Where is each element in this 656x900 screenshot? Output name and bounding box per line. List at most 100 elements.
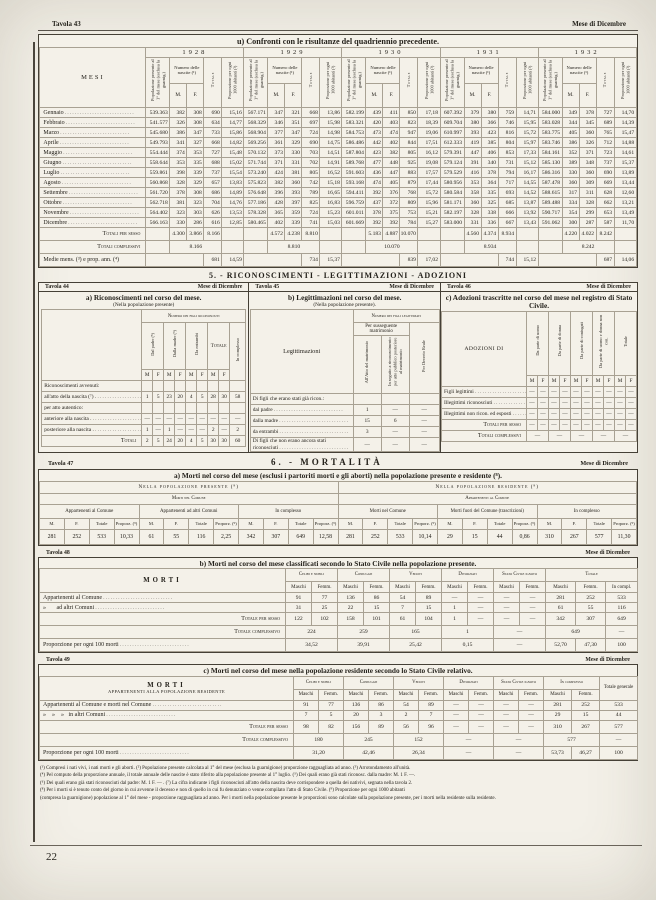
data-cell: 329 [284, 137, 303, 148]
data-cell: — [467, 592, 495, 604]
data-cell: 366 [480, 117, 499, 128]
month-row: Ottobre562.71838132370414,76577.18642839… [39, 197, 637, 208]
data-cell: 353 [463, 177, 482, 188]
nascite-header: Numero delle nascite (¹) [365, 57, 401, 84]
t46-row: Illegittimi riconosciuti—————————— [441, 396, 637, 409]
data-cell: 308 [186, 117, 205, 128]
rotated-label: Per Decreto Reale [421, 339, 427, 372]
data-cell: 46,27 [571, 745, 601, 760]
header-cell: M. [463, 82, 482, 109]
data-cell: 82 [317, 719, 345, 734]
data-cell [141, 380, 154, 393]
data-cell: 15,97 [515, 137, 539, 148]
data-cell: — [559, 407, 571, 420]
data-cell: — [625, 407, 637, 420]
data-cell: — [493, 638, 547, 653]
tavola-48-header: Tavola 48 Mese di Dicembre [38, 549, 638, 557]
data-cell: 15,27 [417, 217, 441, 228]
header-cell: Femm. [468, 688, 495, 701]
morti-stato-civile-presente-table: MORTI Celibi e nubili Coniugati Vedovi Divor… [39, 568, 639, 653]
data-cell: 86 [363, 592, 391, 604]
month-label: Febbraio [39, 117, 147, 128]
month-row: Giugno558.64435333568815,02571.744371331… [39, 157, 637, 168]
data-cell: 805 [301, 167, 321, 178]
data-cell: — [603, 407, 615, 420]
data-cell: 42,46 [343, 745, 395, 760]
rotated-header: Da parte di uomo e donna non con. [592, 310, 615, 376]
data-cell: — [548, 396, 560, 409]
data-cell: 17,02 [417, 253, 441, 267]
tavola-47-box: a) Morti nel corso del mese (esclusi i p… [38, 469, 638, 546]
data-cell: 25,42 [389, 638, 443, 653]
data-cell: 8.934 [463, 240, 517, 254]
data-cell: 759 [497, 107, 517, 118]
data-cell: 737 [203, 167, 223, 178]
data-cell: — [625, 385, 637, 398]
data-cell: — [380, 404, 410, 417]
col-header: Proporz. (⁹) [412, 517, 438, 530]
data-cell: 14,89 [221, 187, 245, 198]
header-cell: Maschi [543, 688, 573, 701]
data-cell: — [185, 424, 198, 437]
data-cell: 746 [497, 117, 517, 128]
data-cell: — [625, 396, 637, 409]
data-cell: 335 [480, 187, 499, 198]
data-cell: 5 [317, 709, 345, 721]
data-cell: 100 [599, 745, 639, 760]
t47-head: Nella popolazione presente (⁹) Nella popo… [39, 480, 637, 530]
data-cell: 22 [337, 602, 365, 614]
data-cell: — [493, 732, 545, 747]
data-cell: 577 [599, 719, 639, 734]
data-cell: 165 [389, 625, 443, 640]
data-cell: 344 [561, 117, 580, 128]
data-cell: 794 [497, 167, 517, 178]
tavola-45-header: Tavola 45 Mese di Dicembre [249, 283, 440, 292]
data-cell: 393 [284, 187, 303, 198]
data-cell: 591.603 [341, 167, 367, 178]
data-cell: — [441, 592, 469, 604]
data-cell: 15,72 [417, 187, 441, 198]
totali-label: Totale per sesso [39, 719, 294, 734]
data-cell: 3 [368, 709, 395, 721]
totali-label: Totale complessivo [39, 732, 294, 747]
data-cell: 14,55 [515, 177, 539, 188]
data-cell: 7 [293, 709, 319, 721]
header-cell: M [141, 369, 154, 382]
data-cell: 685 [497, 197, 517, 208]
footnote-line: (⁸) Per i morti si è tenuto conto del gi… [40, 788, 405, 794]
data-cell: 348 [578, 157, 597, 168]
month-label: Ottobre [39, 197, 147, 208]
data-cell: 381 [169, 197, 188, 208]
data-cell: 839 [399, 253, 419, 267]
col-header: M. [536, 517, 563, 530]
data-cell [221, 240, 245, 254]
data-cell: 1 [441, 612, 469, 627]
rotated-header: In seguito a riconoscimento per atto pub… [380, 335, 410, 395]
t43-head: MESI 1928 1929 1930 1931 1932 Popolazione pres… [39, 47, 637, 109]
data-cell: — [443, 709, 470, 721]
data-cell [145, 240, 171, 254]
data-cell: — [493, 625, 547, 640]
data-cell: — [152, 413, 165, 426]
totali-label: Totali per sesso [441, 418, 527, 431]
table-row: Nella popolazione presente (⁹) Nella popo… [39, 480, 637, 494]
data-cell: 727 [595, 107, 615, 118]
data-cell: 96 [418, 719, 445, 734]
data-cell: 300 [561, 217, 580, 228]
header-cell: M [592, 374, 604, 387]
col-header: F. [461, 517, 488, 530]
proportion-row: Proporzione per ogni 100 morti31,2042,46… [39, 745, 639, 760]
rotated-label: Da parte di coniugati [578, 322, 584, 360]
data-cell: — [185, 413, 198, 426]
data-cell: 693 [497, 187, 517, 198]
data-cell: 589.768 [341, 157, 367, 168]
header-cell: M. [169, 82, 188, 109]
row-label: Illegittimi non ricon. ed esposti [441, 407, 527, 420]
data-cell: 342 [545, 612, 577, 627]
header-cell: Femm. [368, 688, 395, 701]
header-cell: Femm. [519, 581, 547, 594]
data-cell: 5 [152, 435, 165, 448]
t43-body: Gennaio539.36338230869015,16567.17134732… [39, 107, 637, 267]
